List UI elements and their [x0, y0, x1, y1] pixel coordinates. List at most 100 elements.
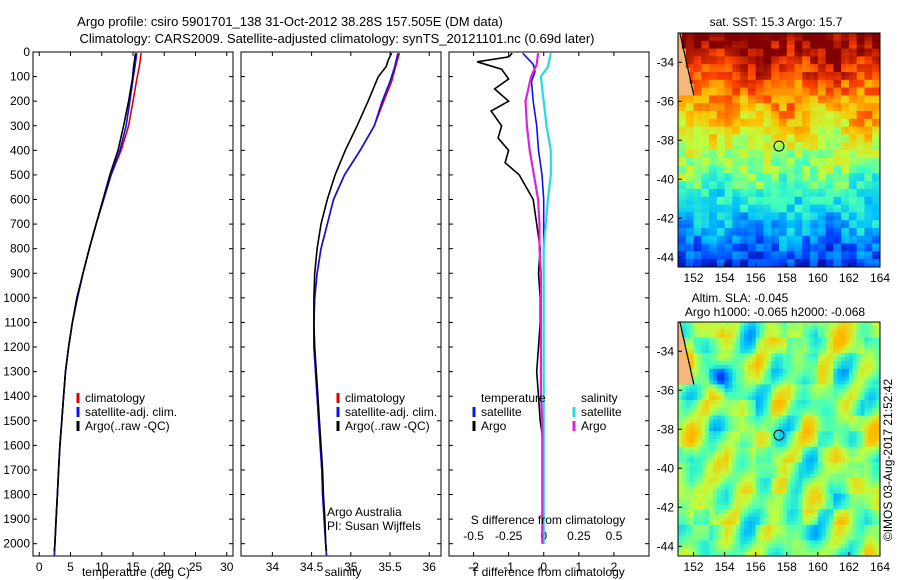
- map-cell: [681, 181, 687, 186]
- map-cell: [845, 349, 850, 354]
- map-cell: [724, 48, 729, 53]
- map-cell: [681, 107, 687, 112]
- map-cell: [825, 212, 830, 217]
- map-cell: [697, 411, 702, 416]
- map-cell: [868, 114, 873, 120]
- map-cell: [689, 337, 694, 342]
- map-cell: [701, 204, 706, 209]
- map-cell: [709, 64, 714, 69]
- map-cell: [868, 196, 873, 202]
- map-cell: [782, 255, 788, 260]
- map-cell: [806, 56, 811, 61]
- map-cell: [876, 400, 881, 405]
- map-cell: [794, 403, 799, 409]
- map-cell: [837, 189, 842, 194]
- map-cell: [693, 407, 698, 413]
- map-cell: [841, 349, 846, 354]
- map-cell: [759, 243, 764, 248]
- map-cell: [740, 114, 745, 120]
- map-cell: [848, 189, 854, 194]
- map-cell: [697, 192, 702, 198]
- map-cell: [872, 228, 877, 233]
- map-cell: [678, 161, 683, 166]
- map-cell: [716, 392, 722, 397]
- map-cell: [845, 181, 850, 186]
- map-cell: [720, 36, 726, 42]
- map-cell: [678, 224, 683, 229]
- map-cell: [720, 216, 726, 221]
- map-cell: [767, 56, 772, 61]
- map-cell: [705, 181, 710, 186]
- map-cell: [744, 153, 749, 159]
- map-cell: [693, 247, 698, 252]
- map-cell: [678, 118, 683, 124]
- map-cell: [701, 91, 706, 96]
- map-cell: [856, 208, 861, 213]
- map-cell: [732, 83, 737, 88]
- map-cell: [763, 224, 768, 229]
- map-cell: [771, 157, 776, 163]
- map-cell: [779, 103, 784, 108]
- map-cell: [872, 368, 877, 374]
- map-cell: [751, 126, 757, 131]
- map-cell: [728, 173, 733, 178]
- map-cell: [716, 341, 722, 346]
- map-cell: [813, 33, 819, 38]
- map-cell: [779, 349, 784, 354]
- map-cell: [767, 380, 772, 385]
- map-cell: [678, 263, 683, 268]
- map-cell: [709, 392, 714, 397]
- map-cell: [786, 329, 792, 335]
- map-cell: [678, 196, 683, 202]
- map-cell: [779, 364, 784, 370]
- map-cell: [740, 349, 745, 354]
- map-cell: [876, 72, 881, 77]
- map-cell: [747, 427, 753, 432]
- map-cell: [712, 56, 718, 61]
- map-cell: [763, 431, 768, 436]
- map-cell: [681, 243, 687, 248]
- map-cell: [790, 192, 795, 198]
- map-cell: [755, 91, 760, 96]
- map-cell: [755, 185, 760, 190]
- map-cell: [732, 231, 737, 237]
- map-cell: [712, 48, 718, 53]
- map-cell: [697, 118, 702, 124]
- map-cell: [782, 114, 788, 120]
- map-cell: [790, 325, 795, 331]
- map-cell: [806, 255, 811, 260]
- map-cell: [751, 68, 757, 73]
- map-cell: [821, 212, 827, 217]
- map-cell: [712, 337, 718, 342]
- map-cell: [790, 95, 795, 100]
- map-cell: [825, 173, 830, 178]
- map-cell: [790, 411, 795, 416]
- map-cell: [864, 79, 869, 85]
- map-cell: [786, 364, 792, 370]
- map-cell: [817, 431, 823, 436]
- map-cell: [829, 126, 834, 131]
- map-cell: [681, 435, 687, 440]
- map-cell: [709, 368, 714, 374]
- map-cell: [802, 56, 807, 61]
- map-cell: [771, 337, 776, 342]
- map-cell: [790, 44, 795, 49]
- map-cell: [856, 341, 861, 346]
- map-cell: [767, 200, 772, 205]
- map-raster: [678, 33, 881, 268]
- map-cell: [825, 263, 830, 268]
- map-cell: [852, 138, 858, 143]
- map-cell: [693, 134, 698, 139]
- map-cell: [872, 392, 877, 397]
- map-cell: [782, 36, 788, 42]
- map-cell: [681, 87, 687, 92]
- map-cell: [678, 204, 683, 209]
- map-cell: [856, 357, 861, 362]
- map-cell: [724, 126, 729, 131]
- map-cell: [701, 239, 706, 244]
- map-cell: [782, 130, 788, 135]
- map-cell: [845, 400, 850, 405]
- map-cell: [825, 185, 830, 190]
- map-cell: [856, 169, 861, 174]
- map-cell: [709, 247, 714, 252]
